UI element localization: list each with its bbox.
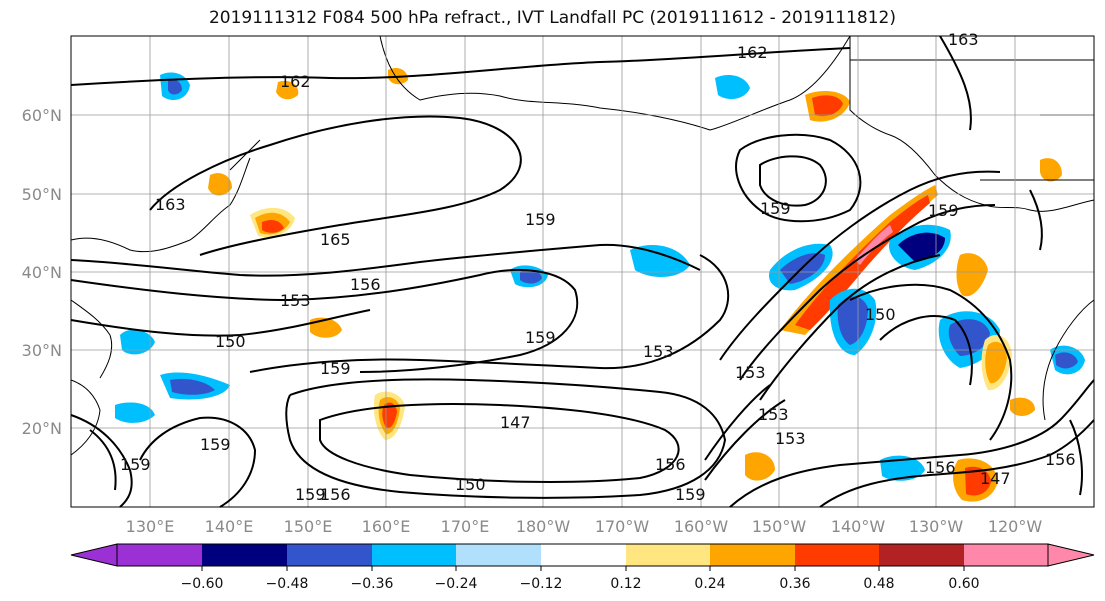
shading-fields xyxy=(115,68,1085,502)
contour-label: 153 xyxy=(775,429,806,448)
lat-tick-label: 40°N xyxy=(22,263,62,282)
lon-tick-label: 160°W xyxy=(674,517,729,536)
colorbar-swatch xyxy=(117,544,202,566)
lon-tick-label: 160°E xyxy=(362,517,411,536)
longitude-ticks: 130°E 140°E 150°E 160°E 170°E 180°W 170°… xyxy=(126,517,1043,536)
lon-tick-label: 140°W xyxy=(831,517,886,536)
lat-tick-label: 30°N xyxy=(22,341,62,360)
colorbar-swatch xyxy=(795,544,879,566)
contour-label: 159 xyxy=(525,210,556,229)
contour-lines xyxy=(70,35,1095,508)
lon-tick-label: 120°W xyxy=(988,517,1043,536)
contour-label: 156 xyxy=(320,485,351,504)
lon-tick-label: 170°W xyxy=(595,517,650,536)
colorbar-tick-label: −0.60 xyxy=(181,576,224,592)
lon-tick-label: 170°E xyxy=(441,517,490,536)
colorbar-tick-label: −0.36 xyxy=(351,576,394,592)
contour-label: 159 xyxy=(120,455,151,474)
contour-label: 153 xyxy=(758,405,789,424)
lat-tick-label: 50°N xyxy=(22,185,62,204)
contour-label: 156 xyxy=(1045,450,1076,469)
gridlines xyxy=(71,36,1094,507)
contour-label: 159 xyxy=(760,199,791,218)
colorbar-swatch xyxy=(202,544,287,566)
contour-label-group: 162 162 163 165 159 159 159 156 153 159 … xyxy=(120,30,1076,504)
colorbar-tick-label: −0.12 xyxy=(520,576,563,592)
contour-label: 156 xyxy=(655,455,686,474)
contour-label: 159 xyxy=(525,328,556,347)
colorbar-tick-label: 0.12 xyxy=(610,576,641,592)
lon-tick-label: 130°W xyxy=(909,517,964,536)
colorbar-extend-high xyxy=(1047,543,1095,567)
colorbar-swatch xyxy=(456,544,541,566)
colorbar-swatch xyxy=(287,544,372,566)
contour-label: 150 xyxy=(215,332,246,351)
contour-label: 159 xyxy=(928,201,959,220)
contour-label: 156 xyxy=(350,275,381,294)
contour-label: 163 xyxy=(948,30,979,49)
contour-label: 159 xyxy=(320,359,351,378)
colorbar-tick-label: 0.60 xyxy=(948,576,979,592)
contour-label: 153 xyxy=(735,363,766,382)
colorbar: −0.60 −0.48 −0.36 −0.24 −0.12 0.12 0.24 … xyxy=(70,543,1095,592)
colorbar-extend-low xyxy=(70,543,118,567)
lat-tick-label: 20°N xyxy=(22,419,62,438)
contour-label: 159 xyxy=(295,485,326,504)
colorbar-tick-label: 0.48 xyxy=(863,576,894,592)
lon-tick-label: 180°W xyxy=(516,517,571,536)
lon-tick-label: 140°E xyxy=(205,517,254,536)
contour-label: 147 xyxy=(980,469,1011,488)
colorbar-swatch xyxy=(879,544,964,566)
contour-label: 150 xyxy=(865,305,896,324)
colorbar-tick-label: −0.48 xyxy=(266,576,309,592)
contour-label: 153 xyxy=(280,291,311,310)
contour-label: 165 xyxy=(320,230,351,249)
contour-label: 159 xyxy=(200,435,231,454)
contour-label: 156 xyxy=(925,458,956,477)
lon-tick-label: 130°E xyxy=(126,517,175,536)
latitude-ticks: 20°N 30°N 40°N 50°N 60°N xyxy=(22,106,62,438)
colorbar-swatch xyxy=(626,544,710,566)
colorbar-tick-label: −0.24 xyxy=(435,576,478,592)
colorbar-swatch xyxy=(964,544,1048,566)
colorbar-tick-label: 0.24 xyxy=(694,576,725,592)
contour-label: 153 xyxy=(643,342,674,361)
colorbar-swatch xyxy=(372,544,456,566)
lon-tick-label: 150°W xyxy=(752,517,807,536)
colorbar-tick-label: 0.36 xyxy=(779,576,810,592)
contour-label: 162 xyxy=(737,43,768,62)
colorbar-swatch xyxy=(541,544,626,566)
contour-label: 147 xyxy=(500,413,531,432)
contour-label: 150 xyxy=(455,475,486,494)
colorbar-swatch xyxy=(710,544,795,566)
lon-tick-label: 150°E xyxy=(284,517,333,536)
lat-tick-label: 60°N xyxy=(22,106,62,125)
contour-label: 159 xyxy=(675,485,706,504)
map-title: 2019111312 F084 500 hPa refract., IVT La… xyxy=(208,8,896,28)
contour-label: 162 xyxy=(280,72,311,91)
map-area: 162 162 163 165 159 159 159 156 153 159 … xyxy=(70,30,1095,508)
contour-label: 163 xyxy=(155,195,186,214)
